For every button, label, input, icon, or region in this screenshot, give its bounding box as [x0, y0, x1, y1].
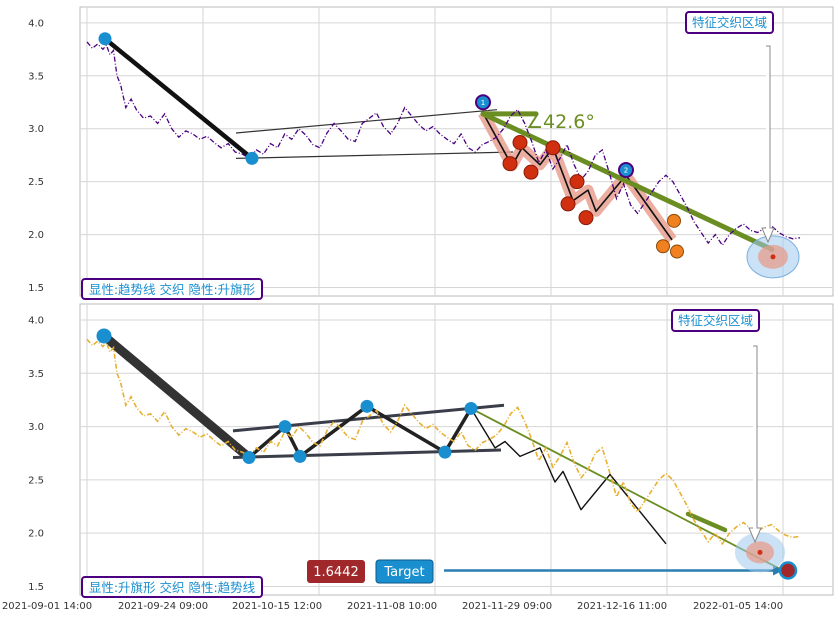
- bottom-pattern-box-frame: [81, 576, 263, 598]
- trend-segment: [685, 511, 728, 533]
- descent-line: [99, 331, 254, 462]
- note-marker: [545, 140, 561, 156]
- note-marker: [502, 156, 518, 172]
- flag-pivot-point: [360, 399, 374, 413]
- target-pill-bg: [375, 559, 434, 584]
- top-pattern-box: 显性:趋势线 交织 隐性:升旗形: [81, 278, 263, 300]
- x-tick-label: 2021-11-29 09:00: [462, 601, 552, 612]
- top-price-line: [86, 41, 801, 247]
- y-tick-label: 4.0: [28, 315, 44, 326]
- trend-angle-label: ∠42.6°: [526, 111, 595, 133]
- y-tick-label: 1.5: [28, 582, 44, 593]
- bottom-feature-box-label: 特征交织区域: [678, 313, 753, 328]
- x-tick-label: 2021-09-01 14:00: [2, 601, 92, 612]
- flag-pivot-point: [464, 401, 478, 415]
- trend-line: [480, 111, 775, 252]
- top-drawings: [102, 36, 775, 252]
- note-marker: [578, 210, 594, 226]
- top-panel: 1.52.02.53.03.54.0 12 特征交织区域 显性:趋势线 交织 隐…: [28, 6, 834, 300]
- descent-start-point: [98, 32, 112, 46]
- x-tick-label: 2021-10-15 12:00: [232, 601, 322, 612]
- top-pattern-box-frame: [81, 278, 263, 300]
- x-tick-label: 2021-12-16 11:00: [577, 601, 667, 612]
- flag-pivot-point: [242, 450, 256, 464]
- price-pill-bg: [307, 560, 365, 583]
- flag-zigzag: [247, 404, 473, 459]
- top-y-ticks: 1.5 2.0 2.5 3.0 3.5 4.0: [28, 18, 44, 294]
- flag-pivot-point: [438, 445, 452, 459]
- note-marker: [512, 135, 528, 151]
- flag-pivot-point: [96, 328, 112, 344]
- y-tick-label: 3.0: [28, 124, 44, 135]
- note-marker-orange: [656, 239, 670, 254]
- top-feature-box: 特征交织区域: [685, 11, 774, 34]
- down-arrow-icon: [761, 45, 775, 244]
- target-pill: Target: [375, 559, 434, 584]
- pivot-marker: [475, 94, 491, 111]
- x-tick-label: 2021-11-08 10:00: [347, 601, 437, 612]
- y-tick-label: 2.5: [28, 475, 44, 486]
- top-feature-box-label: 特征交织区域: [692, 15, 767, 30]
- note-marker-orange: [667, 213, 681, 228]
- price-pill-label: 1.6442: [313, 565, 359, 580]
- bottom-price-line: [86, 338, 801, 546]
- top-plot-frame: [79, 6, 834, 297]
- y-tick-label: 2.5: [28, 177, 44, 188]
- y-tick-label: 4.0: [28, 18, 44, 29]
- top-overlay: 12: [98, 32, 800, 279]
- price-pill: 1.6442: [307, 560, 365, 583]
- trend-line: [470, 407, 784, 572]
- bottom-overlay: [96, 328, 798, 580]
- y-tick-label: 2.0: [28, 230, 44, 241]
- price-series: [86, 41, 801, 247]
- down-arrow-icon: [748, 345, 762, 544]
- bottom-pattern-box-label: 显性:升旗形 交织 隐性:趋势线: [89, 580, 256, 595]
- bottom-feature-box-frame: [671, 309, 760, 332]
- wedge-upper-line: [235, 109, 498, 134]
- top-feature-box-frame: [685, 11, 774, 34]
- y-tick-label: 3.5: [28, 369, 44, 380]
- x-tick-label: 2021-09-24 09:00: [118, 601, 208, 612]
- bottom-feature-box: 特征交织区域: [671, 309, 760, 332]
- x-tick-labels: 2021-09-01 14:00 2021-09-24 09:00 2021-10-…: [2, 601, 783, 612]
- target-zone-center: [770, 254, 776, 260]
- y-tick-label: 2.0: [28, 529, 44, 540]
- descent-end-point: [245, 151, 259, 165]
- y-tick-label: 1.5: [28, 283, 44, 294]
- flag-upper-line: [232, 403, 505, 433]
- y-tick-label: 3.0: [28, 422, 44, 433]
- price-series: [86, 338, 801, 546]
- bottom-drawings: [99, 331, 784, 572]
- target-zone-center: [757, 549, 763, 555]
- target-point: [778, 561, 798, 580]
- flag-pivot-point: [278, 420, 292, 434]
- pivot-marker: [618, 162, 634, 179]
- target-pill-label: Target: [383, 565, 424, 580]
- note-marker: [560, 196, 576, 212]
- note-marker: [523, 164, 539, 180]
- note-marker: [569, 174, 585, 190]
- top-pattern-box-label: 显性:趋势线 交织 隐性:升旗形: [89, 282, 256, 297]
- y-tick-label: 3.5: [28, 71, 44, 82]
- bottom-y-ticks: 1.5 2.0 2.5 3.0 3.5 4.0: [28, 315, 44, 592]
- note-marker-orange: [670, 244, 684, 259]
- x-tick-label: 2022-01-05 14:00: [693, 601, 783, 612]
- descent-line: [102, 36, 255, 161]
- bottom-pattern-box: 显性:升旗形 交织 隐性:趋势线: [81, 576, 263, 598]
- flag-pivot-point: [293, 449, 307, 463]
- decline-line: [470, 408, 667, 545]
- pivot-number: 2: [624, 167, 628, 175]
- bottom-panel: 1.52.02.53.03.54.0 2021-09-01 14:00 2021-…: [2, 303, 834, 612]
- pivot-number: 1: [481, 99, 485, 107]
- wedge-lower-line: [235, 151, 514, 159]
- flag-lower-line: [232, 448, 502, 459]
- bottom-plot-frame: [79, 303, 834, 596]
- zigzag-line: [482, 112, 673, 241]
